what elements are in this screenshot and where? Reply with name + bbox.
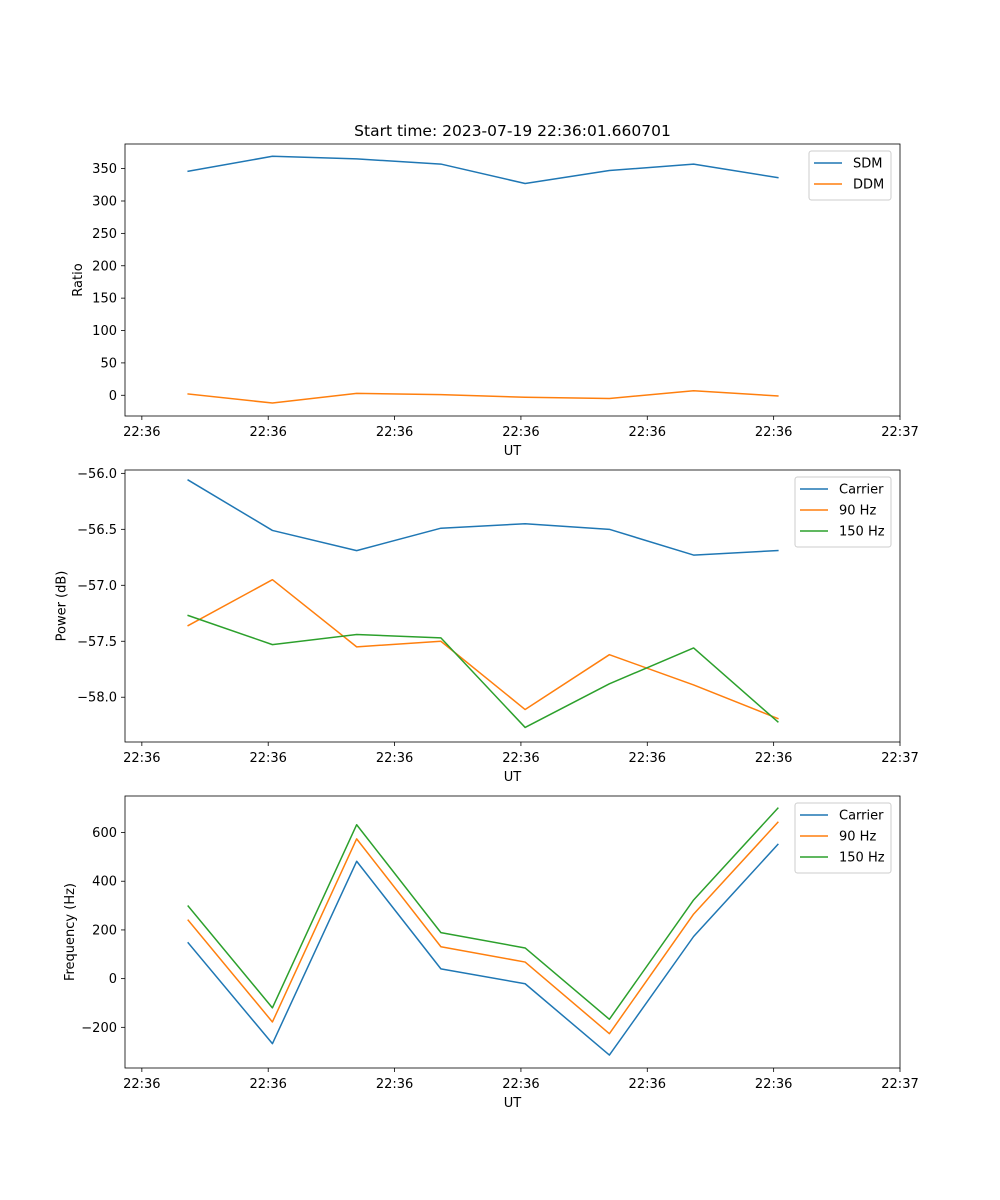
y-tick-label-ratio-4: 200 (92, 259, 117, 274)
x-tick-label-ratio-1: 22:36 (249, 425, 286, 440)
x-tick-label-power-2: 22:36 (376, 751, 413, 766)
series-line-frequency-2 (187, 807, 779, 1021)
legend-label-frequency-1: 90 Hz (839, 830, 876, 845)
series-line-power-0 (187, 479, 779, 556)
axes-frame-power (124, 469, 901, 743)
y-tick-label-ratio-1: 50 (100, 356, 117, 371)
x-axis-label-ratio: UT (504, 444, 522, 459)
series-line-ratio-0 (187, 155, 779, 185)
y-tick-label-power-4: −56.0 (77, 467, 117, 482)
y-tick-label-ratio-3: 150 (92, 292, 117, 307)
x-tick-label-frequency-3: 22:36 (502, 1077, 539, 1092)
legend-power: Carrier 90 Hz 150 Hz (794, 476, 892, 548)
x-tick-label-power-6: 22:37 (881, 751, 918, 766)
y-tick-label-power-3: −56.5 (77, 523, 117, 538)
y-axis-label-ratio: Ratio (71, 263, 86, 296)
x-tick-label-power-3: 22:36 (502, 751, 539, 766)
x-tick-label-power-5: 22:36 (755, 751, 792, 766)
y-tick-label-frequency-1: 0 (109, 972, 117, 987)
panel-power: 22:36 22:36 22:36 22:36 22:36 22:36 22:37 −58.0… (55, 467, 919, 785)
y-tick-label-ratio-6: 300 (92, 194, 117, 209)
legend-label-power-0: Carrier (839, 483, 884, 498)
y-tick-label-frequency-4: 600 (92, 826, 117, 841)
x-tick-label-ratio-3: 22:36 (502, 425, 539, 440)
x-tick-label-ratio-2: 22:36 (376, 425, 413, 440)
x-tick-label-frequency-2: 22:36 (376, 1077, 413, 1092)
x-tick-label-frequency-0: 22:36 (123, 1077, 160, 1092)
series-line-power-1 (187, 578, 779, 720)
y-tick-label-ratio-5: 250 (92, 227, 117, 242)
legend-label-power-2: 150 Hz (839, 525, 885, 540)
x-tick-label-ratio-5: 22:36 (755, 425, 792, 440)
series-line-frequency-0 (187, 843, 779, 1056)
panel-frequency: 22:36 22:36 22:36 22:36 22:36 22:36 22:37 −200 0… (63, 795, 919, 1111)
y-axis-label-frequency: Frequency (Hz) (63, 883, 78, 981)
x-tick-label-power-1: 22:36 (249, 751, 286, 766)
x-tick-label-frequency-6: 22:37 (881, 1077, 918, 1092)
y-tick-label-frequency-3: 400 (92, 875, 117, 890)
legend-label-power-1: 90 Hz (839, 504, 876, 519)
y-tick-label-ratio-7: 350 (92, 162, 117, 177)
x-tick-label-frequency-5: 22:36 (755, 1077, 792, 1092)
y-axis-label-power: Power (dB) (55, 571, 70, 642)
x-axis-label-power: UT (504, 770, 522, 785)
legend-label-ratio-1: DDM (853, 178, 884, 193)
x-tick-label-frequency-1: 22:36 (249, 1077, 286, 1092)
subplots: 22:36 22:36 22:36 22:36 22:36 22:36 22:37 0 50 10… (55, 143, 919, 1111)
legend-ratio: SDM DDM (808, 150, 892, 201)
legend-box-frequency (794, 802, 892, 874)
chart-title: Start time: 2023-07-19 22:36:01.660701 (354, 122, 671, 140)
panel-ratio: 22:36 22:36 22:36 22:36 22:36 22:36 22:37 0 50 10… (71, 143, 919, 459)
x-tick-label-frequency-4: 22:36 (629, 1077, 666, 1092)
axes-frame-frequency (124, 795, 901, 1069)
y-tick-label-power-1: −57.5 (77, 635, 117, 650)
series-line-ratio-1 (187, 389, 779, 404)
y-tick-label-frequency-2: 200 (92, 923, 117, 938)
series-line-frequency-1 (187, 821, 779, 1035)
axes-frame-ratio (124, 143, 901, 417)
x-tick-label-ratio-4: 22:36 (629, 425, 666, 440)
legend-box-power (794, 476, 892, 548)
y-tick-label-frequency-0: −200 (81, 1021, 117, 1036)
y-tick-label-ratio-2: 100 (92, 324, 117, 339)
x-tick-label-power-4: 22:36 (629, 751, 666, 766)
x-axis-label-frequency: UT (504, 1096, 522, 1111)
legend-label-frequency-2: 150 Hz (839, 851, 885, 866)
y-tick-label-power-0: −58.0 (77, 691, 117, 706)
legend-frequency: Carrier 90 Hz 150 Hz (794, 802, 892, 874)
x-tick-label-ratio-0: 22:36 (123, 425, 160, 440)
series-line-power-2 (187, 614, 779, 729)
legend-label-frequency-0: Carrier (839, 809, 884, 824)
x-tick-label-power-0: 22:36 (123, 751, 160, 766)
y-tick-label-power-2: −57.0 (77, 579, 117, 594)
y-tick-label-ratio-0: 0 (109, 389, 117, 404)
x-tick-label-ratio-6: 22:37 (881, 425, 918, 440)
legend-label-ratio-0: SDM (853, 157, 882, 172)
